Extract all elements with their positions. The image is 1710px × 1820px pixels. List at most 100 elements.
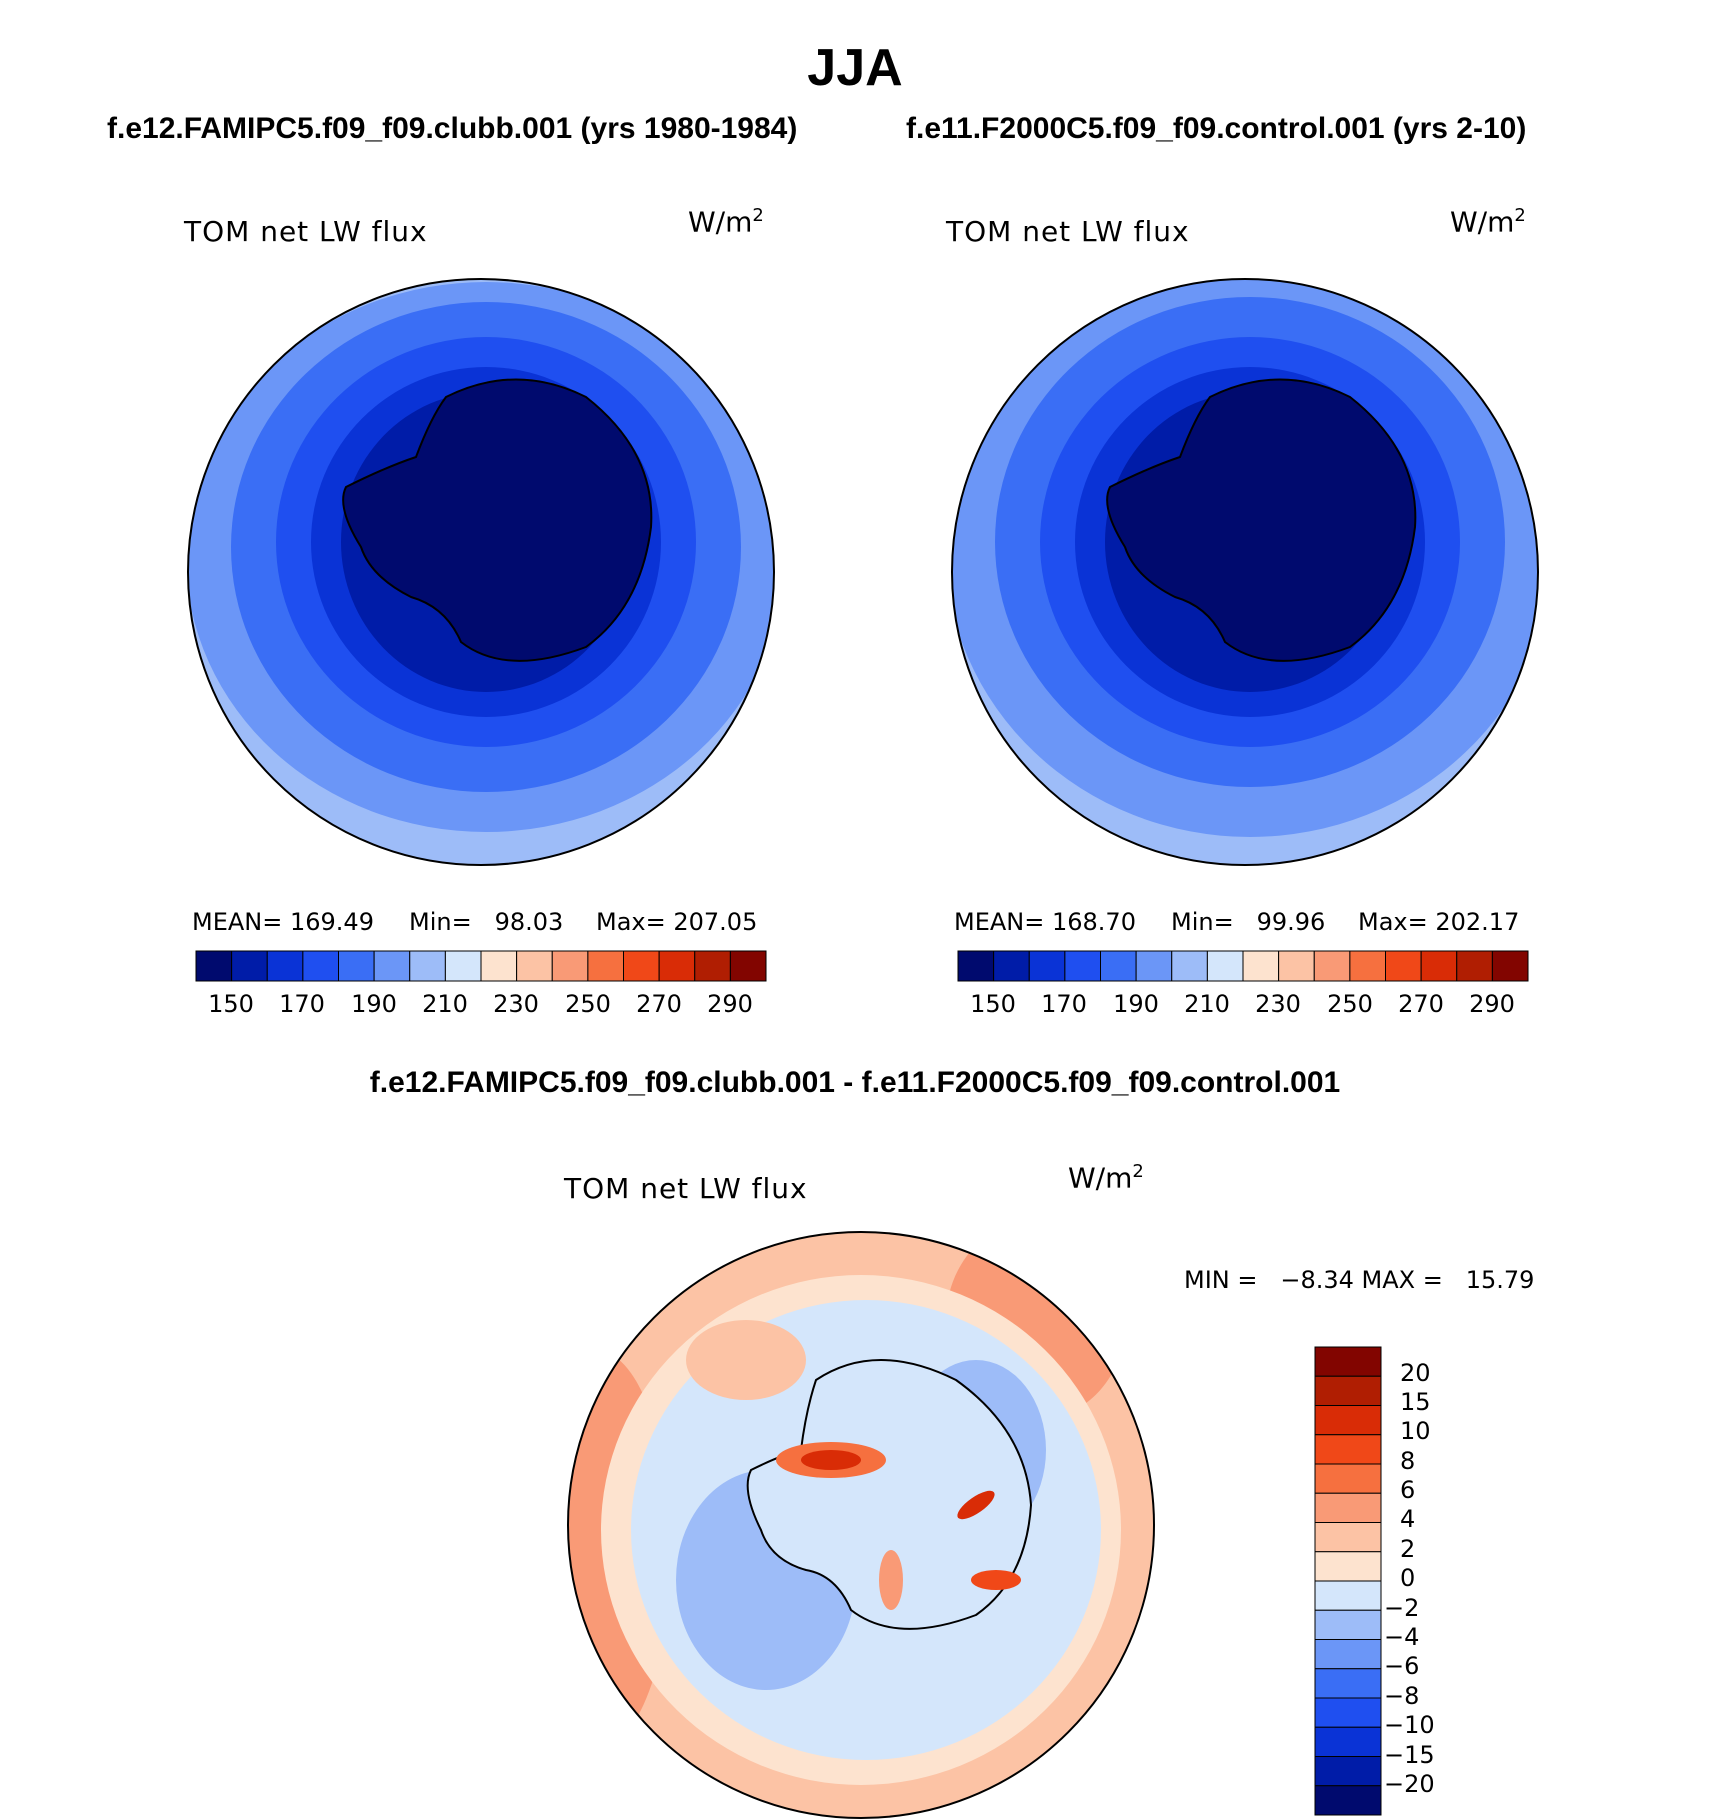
colorbar-swatch	[694, 950, 731, 982]
panel-1-tick: 210	[422, 990, 468, 1018]
colorbar-swatch	[195, 950, 233, 982]
panel-2-min: Min= 99.96	[1171, 908, 1326, 936]
colorbar-swatch	[1314, 1375, 1382, 1406]
difference-tick: 2	[1400, 1535, 1416, 1563]
panel-2-colorbar	[957, 950, 1529, 982]
colorbar-swatch	[1314, 1609, 1382, 1640]
difference-tick: 4	[1400, 1505, 1416, 1533]
difference-units: W/m2	[1068, 1161, 1144, 1195]
colorbar-swatch	[1314, 1756, 1382, 1787]
difference-tick: −15	[1384, 1741, 1435, 1769]
panel-2-tick: 230	[1255, 990, 1301, 1018]
panel-2-mean: MEAN= 168.70	[954, 908, 1136, 936]
colorbar-swatch	[516, 950, 553, 982]
colorbar-swatch	[993, 950, 1030, 982]
panel-1-tick: 250	[565, 990, 611, 1018]
difference-tick: 0	[1400, 1564, 1416, 1592]
colorbar-swatch	[302, 950, 340, 982]
colorbar-swatch	[658, 950, 696, 982]
difference-map	[567, 1231, 1155, 1819]
colorbar-swatch	[1314, 1434, 1382, 1465]
colorbar-swatch	[1456, 950, 1493, 982]
colorbar-swatch	[1206, 950, 1244, 982]
colorbar-swatch	[1278, 950, 1315, 982]
panel-2-units: W/m2	[1450, 205, 1526, 239]
panel-1-map	[187, 278, 775, 866]
panel-1-tick: 190	[351, 990, 397, 1018]
panel-2-tick: 170	[1041, 990, 1087, 1018]
difference-variable-label: TOM net LW flux	[564, 1172, 808, 1205]
colorbar-swatch	[1242, 950, 1280, 982]
colorbar-swatch	[1100, 950, 1137, 982]
figure-title: JJA	[807, 39, 903, 97]
panel-2-title: f.e11.F2000C5.f09_f09.control.001 (yrs 2…	[906, 112, 1527, 145]
difference-tick: −6	[1384, 1652, 1420, 1680]
colorbar-swatch	[1385, 950, 1422, 982]
panel-2-map	[951, 278, 1539, 866]
panel-2-tick: 250	[1327, 990, 1373, 1018]
colorbar-swatch	[1314, 1346, 1382, 1377]
panel-1-variable-label: TOM net LW flux	[184, 215, 428, 248]
difference-colorbar	[1314, 1346, 1382, 1816]
panel-2-tick: 150	[970, 990, 1016, 1018]
colorbar-swatch	[1349, 950, 1387, 982]
difference-tick: −20	[1384, 1770, 1435, 1798]
panel-1-tick: 170	[279, 990, 325, 1018]
panel-2-variable-label: TOM net LW flux	[946, 215, 1190, 248]
panel-2-tick: 190	[1113, 990, 1159, 1018]
panel-1-mean: MEAN= 169.49	[192, 908, 374, 936]
colorbar-swatch	[1135, 950, 1173, 982]
colorbar-swatch	[1491, 950, 1529, 982]
difference-tick: 10	[1400, 1417, 1431, 1445]
colorbar-swatch	[1314, 1492, 1382, 1523]
colorbar-swatch	[1314, 1580, 1382, 1611]
colorbar-swatch	[373, 950, 411, 982]
colorbar-swatch	[409, 950, 446, 982]
panel-2-tick: 210	[1184, 990, 1230, 1018]
colorbar-swatch	[1420, 950, 1458, 982]
panel-1-tick: 270	[636, 990, 682, 1018]
difference-tick: 6	[1400, 1476, 1416, 1504]
difference-tick: −10	[1384, 1711, 1435, 1739]
colorbar-swatch	[231, 950, 268, 982]
panel-1-tick: 150	[208, 990, 254, 1018]
colorbar-swatch	[1314, 1522, 1382, 1553]
colorbar-swatch	[1028, 950, 1066, 982]
colorbar-swatch	[1314, 1726, 1382, 1757]
panel-1-tick: 290	[707, 990, 753, 1018]
panel-1-tick: 230	[493, 990, 539, 1018]
colorbar-swatch	[1313, 950, 1351, 982]
difference-title: f.e12.FAMIPC5.f09_f09.clubb.001 - f.e11.…	[369, 1066, 1341, 1099]
difference-tick: −4	[1384, 1623, 1420, 1651]
colorbar-swatch	[1314, 1463, 1382, 1494]
colorbar-swatch	[1171, 950, 1208, 982]
panel-1-colorbar	[195, 950, 767, 982]
colorbar-swatch	[587, 950, 625, 982]
colorbar-swatch	[1314, 1405, 1382, 1436]
difference-tick: −8	[1384, 1682, 1420, 1710]
colorbar-swatch	[729, 950, 767, 982]
panel-2-tick: 290	[1469, 990, 1515, 1018]
colorbar-swatch	[957, 950, 995, 982]
panel-1-max: Max= 207.05	[596, 908, 758, 936]
colorbar-swatch	[1314, 1551, 1382, 1582]
panel-1-units: W/m2	[688, 205, 764, 239]
colorbar-swatch	[623, 950, 660, 982]
colorbar-swatch	[1064, 950, 1102, 982]
colorbar-swatch	[480, 950, 518, 982]
colorbar-swatch	[1314, 1785, 1382, 1816]
colorbar-swatch	[266, 950, 304, 982]
difference-tick: 8	[1400, 1447, 1416, 1475]
colorbar-swatch	[338, 950, 375, 982]
colorbar-swatch	[1314, 1697, 1382, 1728]
panel-2-tick: 270	[1398, 990, 1444, 1018]
difference-tick: −2	[1384, 1594, 1420, 1622]
colorbar-swatch	[551, 950, 589, 982]
colorbar-swatch	[1314, 1639, 1382, 1670]
colorbar-swatch	[444, 950, 482, 982]
difference-tick: 15	[1400, 1388, 1431, 1416]
panel-1-title: f.e12.FAMIPC5.f09_f09.clubb.001 (yrs 198…	[107, 112, 798, 145]
difference-minmax: MIN = −8.34 MAX = 15.79	[1184, 1266, 1535, 1294]
panel-2-max: Max= 202.17	[1358, 908, 1520, 936]
difference-tick: 20	[1400, 1359, 1431, 1387]
